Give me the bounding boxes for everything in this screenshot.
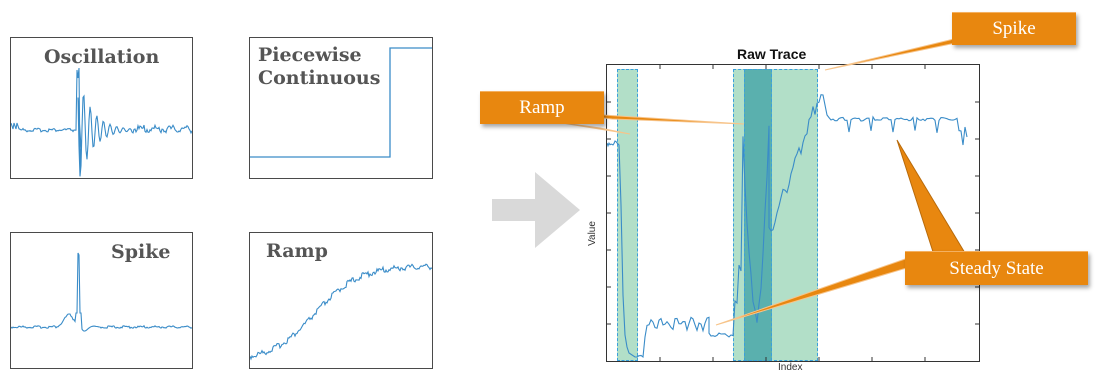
ramp-callout: Ramp xyxy=(480,91,604,124)
oscillation-trace xyxy=(11,67,192,177)
spike-callout: Spike xyxy=(952,12,1076,45)
piecewise-title: Piecewise Continuous xyxy=(258,44,381,89)
piecewise-panel: Piecewise Continuous xyxy=(249,37,433,179)
raw-trace-line xyxy=(607,65,979,361)
ramp-trace xyxy=(250,263,432,361)
ramp-highlight xyxy=(617,69,638,361)
ramp-panel: Ramp xyxy=(249,232,433,369)
spike-trace xyxy=(11,252,192,332)
ramp-title: Ramp xyxy=(266,240,328,262)
raw-trace-plot xyxy=(606,64,980,362)
steady-state-callout: Steady State xyxy=(905,251,1088,285)
spike-title: Spike xyxy=(111,241,171,263)
piecewise-trace xyxy=(250,47,432,158)
raw-trace-title: Raw Trace xyxy=(737,46,807,62)
oscillation-title: Oscillation xyxy=(44,46,160,68)
oscillation-panel: Oscillation xyxy=(10,37,193,179)
x-axis-label: Index xyxy=(778,362,803,373)
spike-panel: Spike xyxy=(10,232,193,369)
